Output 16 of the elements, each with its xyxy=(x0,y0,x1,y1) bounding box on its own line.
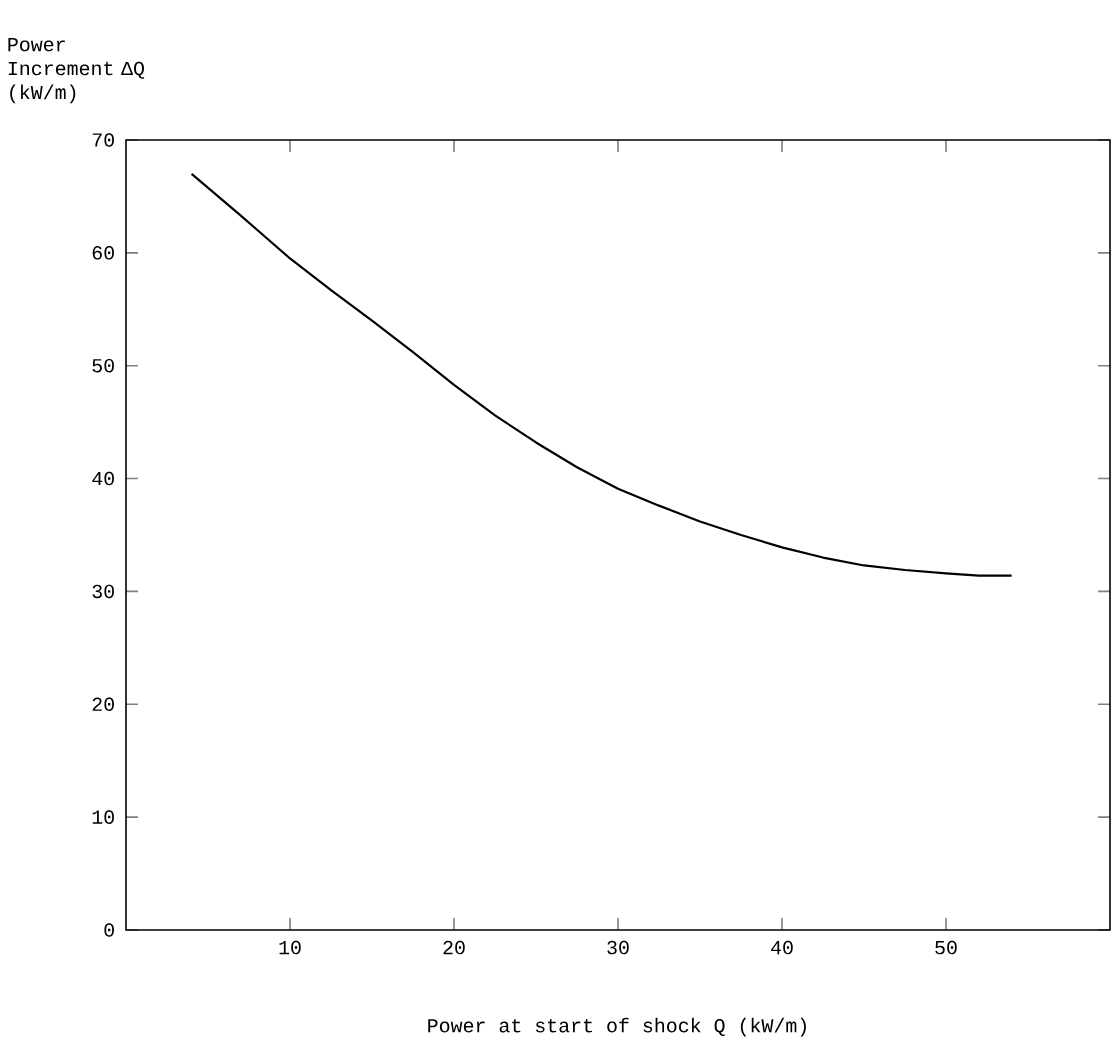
y-tick-label: 50 xyxy=(92,358,114,373)
line-series xyxy=(190,172,1013,577)
x-tick-label: 20 xyxy=(443,940,465,955)
y-tick-label: 20 xyxy=(92,697,114,712)
x-tick-label: 50 xyxy=(935,940,957,955)
x-tick-label: 30 xyxy=(607,940,629,955)
y-axis-title: Power Increment ΔQ (kW/m) xyxy=(8,38,145,104)
x-tick-label: 10 xyxy=(279,940,301,955)
y-tick-label: 60 xyxy=(92,246,114,260)
x-axis-title: Power at start of shock Q (kW/m) xyxy=(428,1017,806,1037)
y-tick-label: 30 xyxy=(92,584,114,599)
y-tick-label: 40 xyxy=(92,471,114,486)
x-tick-label: 40 xyxy=(771,940,793,955)
y-tick-label: 10 xyxy=(92,810,114,824)
y-tick-label: 0 xyxy=(104,923,114,937)
y-tick-label: 70 xyxy=(92,133,114,147)
